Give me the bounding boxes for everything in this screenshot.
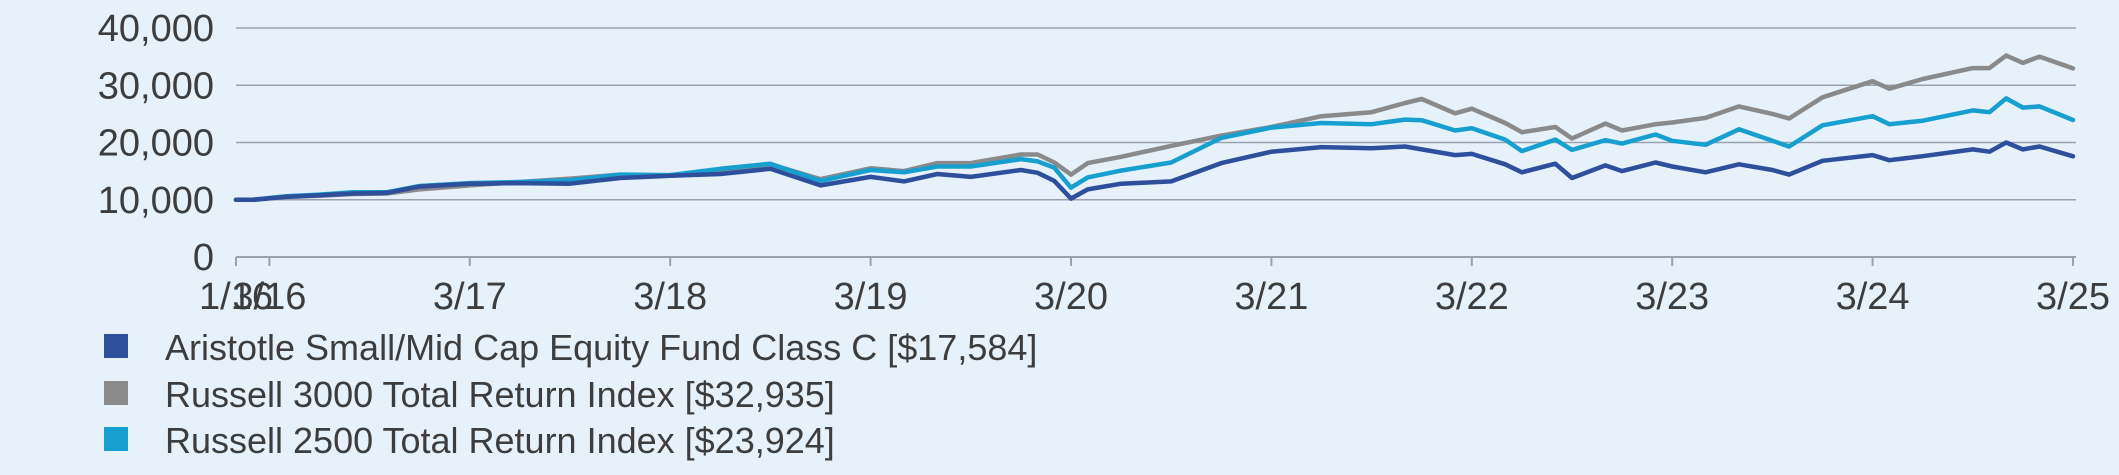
x-tick-label: 3/22 xyxy=(1435,276,1509,318)
y-tick-label: 20,000 xyxy=(98,123,214,165)
legend-label: Russell 2500 Total Return Index [$23,924… xyxy=(165,420,835,461)
x-tick-label: 3/23 xyxy=(1635,276,1709,318)
x-tick-label: 3/25 xyxy=(2036,276,2110,318)
y-tick-label: 0 xyxy=(193,237,214,279)
y-tick-label: 10,000 xyxy=(98,180,214,222)
legend-label: Aristotle Small/Mid Cap Equity Fund Clas… xyxy=(165,327,1037,368)
y-axis-tick-labels: 0 10,000 20,000 30,000 40,000 xyxy=(98,8,214,279)
series-line-0 xyxy=(233,140,2076,203)
x-tick-label: 3/16 xyxy=(232,276,306,318)
legend-label: Russell 3000 Total Return Index [$32,935… xyxy=(165,374,835,415)
y-tick-label: 40,000 xyxy=(98,8,214,50)
x-tick-label: 3/21 xyxy=(1234,276,1308,318)
x-tick-label: 3/20 xyxy=(1034,276,1108,318)
x-tick-label: 3/18 xyxy=(633,276,707,318)
legend-swatch xyxy=(104,334,128,358)
legend-swatch xyxy=(104,381,128,405)
series-lines xyxy=(233,53,2076,203)
x-tick-label: 3/19 xyxy=(834,276,908,318)
legend: Aristotle Small/Mid Cap Equity Fund Clas… xyxy=(104,327,1037,461)
x-tick-label: 3/24 xyxy=(1836,276,1910,318)
series-line-1 xyxy=(233,53,2076,203)
legend-swatch xyxy=(104,427,128,451)
y-tick-label: 30,000 xyxy=(98,65,214,107)
gridlines xyxy=(236,27,2076,258)
x-tick-label: 3/17 xyxy=(433,276,507,318)
x-axis: 1/163/16 3/17 3/18 3/19 3/20 3/21 3/22 3/23 3/24… xyxy=(199,257,2110,318)
series-line-2 xyxy=(233,96,2076,203)
x-tick-label: 1/16 xyxy=(199,276,273,318)
